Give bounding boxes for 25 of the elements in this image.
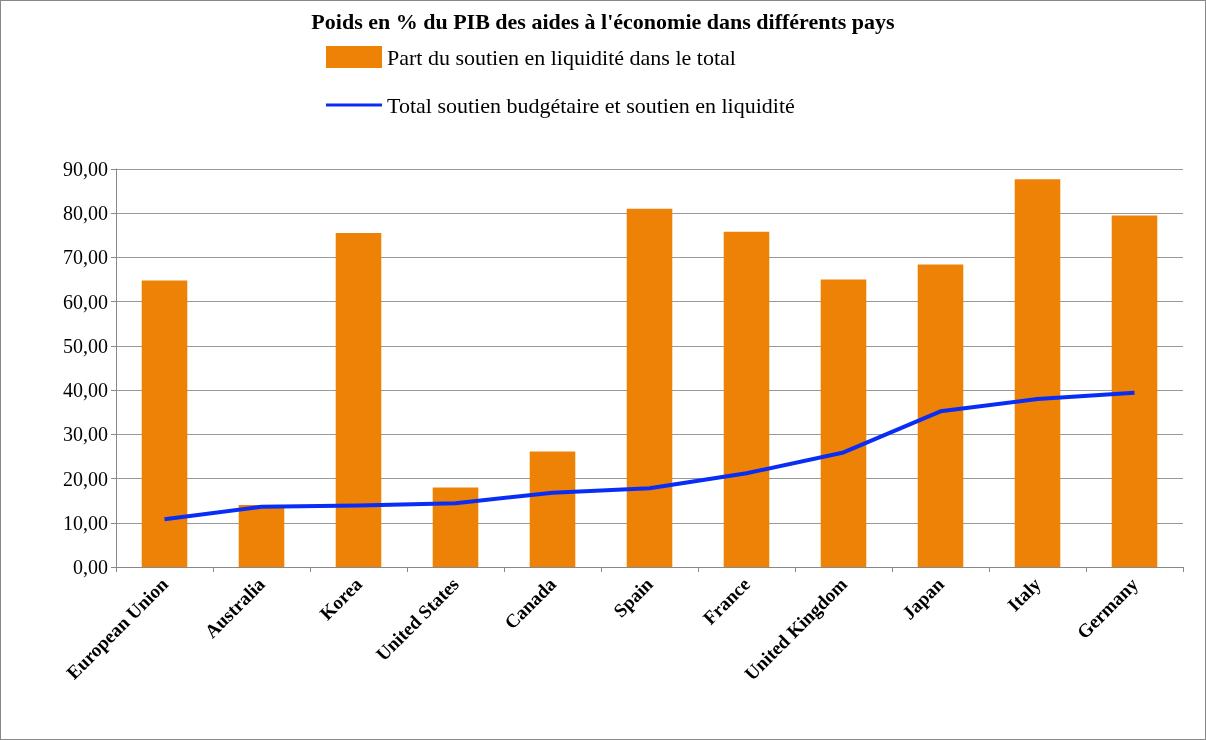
bar: [432, 487, 479, 567]
bar: [1014, 179, 1061, 567]
bar: [1111, 215, 1158, 567]
bar: [723, 231, 770, 567]
bar: [917, 264, 964, 567]
y-tick-label: 70,00: [63, 246, 108, 269]
chart-title: Poids en % du PIB des aides à l'économie dans différents pays: [311, 8, 896, 34]
y-tick-label: 40,00: [63, 379, 108, 402]
y-tick-label: 30,00: [63, 423, 108, 446]
line-series: [162, 390, 1137, 522]
y-tick-label: 90,00: [63, 158, 108, 180]
bar: [335, 233, 382, 567]
y-tick-label: 20,00: [63, 467, 108, 490]
legend-label: Total soutien budgétaire et soutien en liquidité: [387, 92, 795, 118]
bar: [238, 505, 285, 567]
y-tick-label: 60,00: [63, 290, 108, 313]
bar: [626, 208, 673, 567]
bar: [529, 451, 576, 567]
y-tick-label: 0,00: [73, 556, 108, 578]
bar: [141, 280, 188, 567]
y-tick-label: 50,00: [63, 334, 108, 357]
bar: [820, 279, 867, 567]
y-tick-label: 10,00: [63, 511, 108, 534]
legend-label: Part du soutien en liquidité dans le total: [387, 44, 736, 70]
y-tick-label: 80,00: [63, 202, 108, 225]
